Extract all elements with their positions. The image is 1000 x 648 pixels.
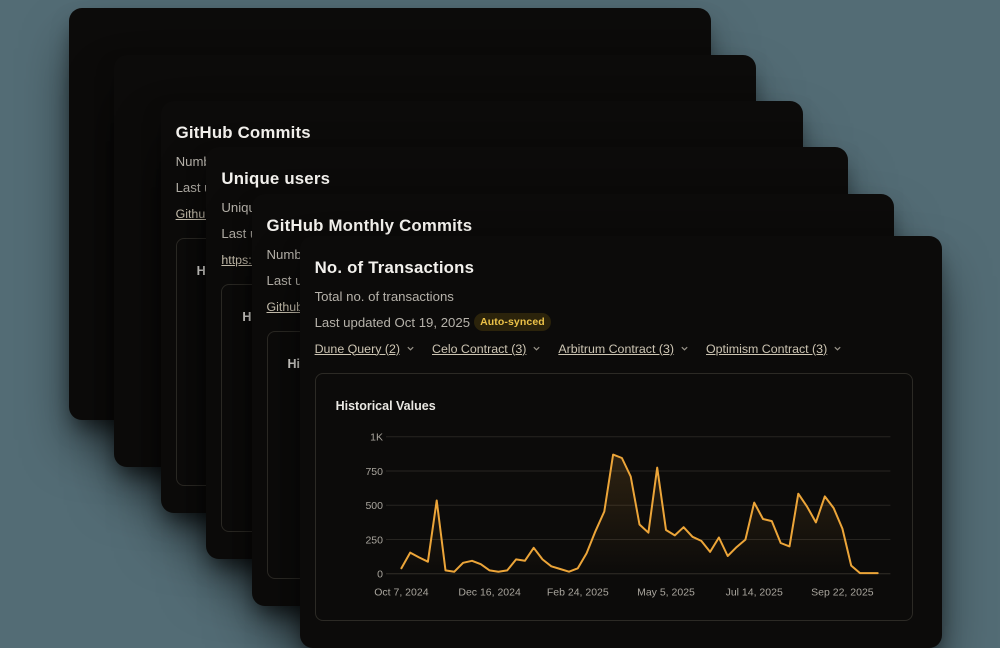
svg-text:Oct 7, 2024: Oct 7, 2024 bbox=[374, 587, 428, 599]
svg-text:750: 750 bbox=[365, 466, 383, 478]
svg-text:Feb 24, 2025: Feb 24, 2025 bbox=[546, 587, 608, 599]
svg-text:500: 500 bbox=[365, 500, 383, 512]
svg-text:Dec 16, 2024: Dec 16, 2024 bbox=[458, 587, 521, 599]
svg-text:Jul 14, 2025: Jul 14, 2025 bbox=[725, 587, 782, 599]
svg-text:Sep 22, 2025: Sep 22, 2025 bbox=[811, 587, 874, 599]
svg-text:1K: 1K bbox=[370, 432, 383, 444]
svg-text:250: 250 bbox=[365, 534, 383, 546]
svg-text:May 5, 2025: May 5, 2025 bbox=[637, 587, 695, 599]
svg-text:0: 0 bbox=[377, 569, 383, 581]
